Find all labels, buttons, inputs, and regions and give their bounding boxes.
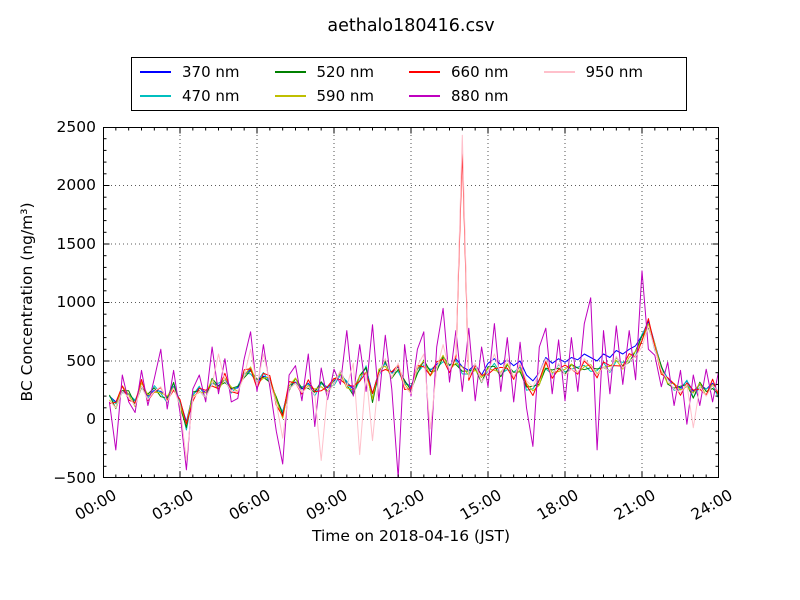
x-tick-label: 18:00 — [534, 486, 582, 524]
x-tick-label: 24:00 — [688, 486, 736, 524]
legend-item-label: 520 nm — [316, 63, 375, 81]
legend-item-label: 660 nm — [451, 63, 509, 81]
y-tick-label: 2500 — [56, 117, 96, 136]
y-tick-label: 0 — [86, 410, 96, 428]
legend-line-sample — [409, 95, 440, 97]
x-tick-label: 15:00 — [457, 486, 505, 524]
legend-item: 950 nm — [543, 63, 679, 81]
legend-item-label: 590 nm — [316, 87, 375, 105]
x-tick-label: 21:00 — [611, 486, 659, 524]
series-line-880-nm — [108, 270, 719, 478]
y-axis-label: BC Concentration (ng/m³) — [18, 202, 36, 402]
x-tick-label: 00:00 — [72, 486, 120, 524]
legend-line-sample — [140, 71, 171, 73]
legend-line-sample — [409, 71, 440, 73]
series-line-950-nm — [109, 134, 719, 461]
legend-item: 520 nm — [274, 63, 410, 81]
legend-line-sample — [543, 71, 575, 73]
y-tick-label: −500 — [53, 468, 96, 487]
legend-item: 660 nm — [409, 63, 544, 81]
x-tick-label: 12:00 — [380, 486, 428, 524]
y-tick-label: 500 — [66, 351, 96, 370]
plot-area — [103, 127, 719, 478]
legend-line-sample — [274, 95, 306, 97]
chart-svg — [103, 127, 719, 478]
x-tick-label: 03:00 — [149, 486, 197, 524]
axes-frame — [103, 127, 719, 478]
legend-item-label: 950 nm — [585, 63, 644, 81]
legend-item: 470 nm — [140, 87, 275, 105]
y-tick-label: 2000 — [56, 176, 96, 194]
x-tick-label: 09:00 — [303, 486, 351, 524]
legend-item-label: 470 nm — [182, 87, 240, 105]
legend-line-sample — [140, 95, 171, 97]
legend-item: 590 nm — [274, 87, 410, 105]
legend-line-sample — [274, 71, 306, 73]
y-tick-label: 1000 — [56, 293, 96, 311]
x-axis-label: Time on 2018-04-16 (JST) — [311, 527, 511, 545]
x-tick-label: 06:00 — [226, 486, 274, 524]
chart-title: aethalo180416.csv — [327, 16, 495, 36]
legend: 370 nm 470 nm 520 nm 590 nm 660 nm 880 nm 950 … — [131, 57, 687, 111]
y-tick-label: 1500 — [56, 234, 96, 253]
legend-item-label: 370 nm — [182, 63, 240, 81]
legend-item: 880 nm — [409, 87, 544, 105]
legend-item: 370 nm — [140, 63, 275, 81]
legend-item-label: 880 nm — [451, 87, 509, 105]
